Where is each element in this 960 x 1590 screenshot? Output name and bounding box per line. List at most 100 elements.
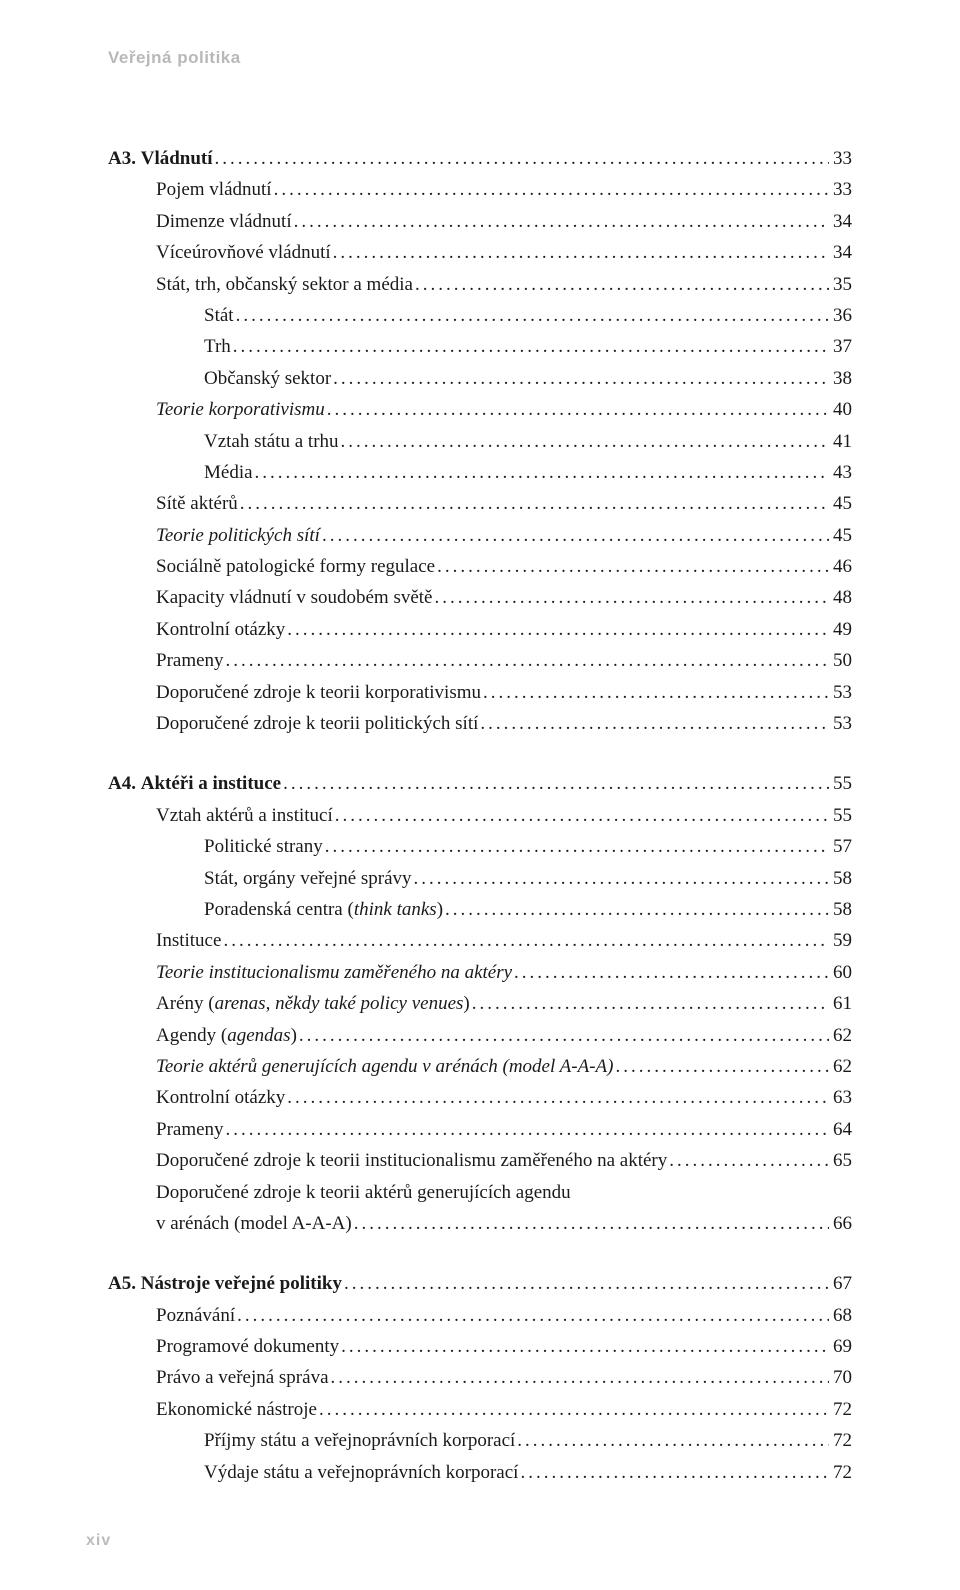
toc-page: 40 xyxy=(829,395,852,425)
toc-entry-label: Stát, orgány veřejné správy xyxy=(204,864,412,894)
toc-page: 37 xyxy=(829,332,852,362)
toc-entry-label: Poznávání xyxy=(156,1301,235,1331)
toc-entry-label: Kapacity vládnutí v soudobém světě xyxy=(156,583,433,613)
toc-entry: Poradenská centra (think tanks)58 xyxy=(108,895,852,925)
toc-entry: Programové dokumenty69 xyxy=(108,1332,852,1362)
toc-entry: Víceúrovňové vládnutí 34 xyxy=(108,238,852,268)
toc-entry-label: Kontrolní otázky xyxy=(156,1083,285,1113)
leader-dots xyxy=(224,646,829,676)
toc-page: 53 xyxy=(829,678,852,708)
toc-page: 69 xyxy=(829,1332,852,1362)
toc-page: 72 xyxy=(829,1395,852,1425)
toc-entry: Teorie aktérů generujících agendu v arén… xyxy=(108,1052,852,1082)
toc-entry: Agendy (agendas)62 xyxy=(108,1021,852,1051)
toc-entry: Doporučené zdroje k teorii korporativism… xyxy=(108,678,852,708)
toc-title: Nástroje veřejné politiky xyxy=(141,1273,342,1294)
leader-dots xyxy=(325,395,829,425)
toc-page: 62 xyxy=(829,1021,852,1051)
toc-entry: Stát36 xyxy=(108,301,852,331)
toc-page: 46 xyxy=(829,552,852,582)
leader-dots xyxy=(333,801,829,831)
leader-dots xyxy=(323,832,829,862)
leader-dots xyxy=(352,1209,829,1239)
toc-page: 61 xyxy=(829,989,852,1019)
toc-entry-label: Sociálně patologické formy regulace xyxy=(156,552,435,582)
leader-dots xyxy=(272,175,829,205)
toc-page: 55 xyxy=(829,769,852,799)
toc-page: 48 xyxy=(829,583,852,613)
toc-page: 58 xyxy=(829,864,852,894)
leader-dots xyxy=(253,458,829,488)
toc-entry-label: Prameny xyxy=(156,646,224,676)
toc-entry-label: Arény (arenas, někdy také policy venues) xyxy=(156,989,470,1019)
toc-entry: Doporučené zdroje k teorii institucional… xyxy=(108,1146,852,1176)
toc-page: 33 xyxy=(829,144,852,174)
toc-entry: Ekonomické nástroje 72 xyxy=(108,1395,852,1425)
leader-dots xyxy=(234,301,829,331)
toc-entry-label: Dimenze vládnutí xyxy=(156,207,292,237)
toc-section-a3: A3. Vládnutí 33 Pojem vládnutí33Dimenze … xyxy=(108,144,852,739)
toc-heading-a5: A5. Nástroje veřejné politiky 67 xyxy=(108,1269,852,1299)
toc-entry: Dimenze vládnutí34 xyxy=(108,207,852,237)
toc-page: 60 xyxy=(829,958,852,988)
toc-entry-line2: v arénách (model A-A-A) 66 xyxy=(156,1209,852,1239)
toc-entry-label: Teorie politických sítí xyxy=(156,521,320,551)
toc-page: 33 xyxy=(829,175,852,205)
toc-entry: Kontrolní otázky49 xyxy=(108,615,852,645)
toc-entry-label: Kontrolní otázky xyxy=(156,615,285,645)
toc-page: 67 xyxy=(829,1269,852,1299)
leader-dots xyxy=(413,270,829,300)
toc-entry-label: Teorie aktérů generujících agendu v arén… xyxy=(156,1052,613,1082)
toc-entry-label: Právo a veřejná správa xyxy=(156,1363,329,1393)
leader-dots xyxy=(231,332,829,362)
leader-dots xyxy=(221,926,829,956)
toc-entry: Trh37 xyxy=(108,332,852,362)
leader-dots xyxy=(235,1301,829,1331)
toc-entry: Poznávání 68 xyxy=(108,1301,852,1331)
toc-page: 70 xyxy=(829,1363,852,1393)
leader-dots xyxy=(331,364,829,394)
toc-page: 43 xyxy=(829,458,852,488)
toc-heading-a3: A3. Vládnutí 33 xyxy=(108,144,852,174)
toc-entry-label: Vztah aktérů a institucí xyxy=(156,801,333,831)
leader-dots xyxy=(224,1115,829,1145)
toc-page: 58 xyxy=(829,895,852,925)
toc-entry: Kontrolní otázky 63 xyxy=(108,1083,852,1113)
toc-page: 34 xyxy=(829,238,852,268)
toc-entry: Teorie politických sítí 45 xyxy=(108,521,852,551)
toc-entry-label: Víceúrovňové vládnutí xyxy=(156,238,331,268)
toc-entry: Arény (arenas, někdy také policy venues)… xyxy=(108,989,852,1019)
toc-entry: Prameny64 xyxy=(108,1115,852,1145)
leader-dots xyxy=(481,678,829,708)
toc-title: Vládnutí xyxy=(141,148,213,169)
toc-entry-label: Teorie korporativismu xyxy=(156,395,325,425)
toc-page: 68 xyxy=(829,1301,852,1331)
page-number: xiv xyxy=(86,1532,111,1550)
toc-section-a4: A4. Aktéři a instituce 55 Vztah aktérů a… xyxy=(108,769,852,1239)
toc-section-a5: A5. Nástroje veřejné politiky 67 Poznává… xyxy=(108,1269,852,1488)
toc-entry: Příjmy státu a veřejnoprávních korporací… xyxy=(108,1426,852,1456)
toc-entry-label: Sítě aktérů xyxy=(156,489,238,519)
leader-dots xyxy=(213,144,829,174)
toc-entry: Sociálně patologické formy regulace 46 xyxy=(108,552,852,582)
leader-dots xyxy=(339,427,829,457)
toc-page: 63 xyxy=(829,1083,852,1113)
running-header: Veřejná politika xyxy=(108,48,852,68)
toc-entry: Kapacity vládnutí v soudobém světě 48 xyxy=(108,583,852,613)
leader-dots xyxy=(285,1083,829,1113)
toc-entry: Stát, orgány veřejné správy 58 xyxy=(108,864,852,894)
toc-page: 72 xyxy=(829,1458,852,1488)
leader-dots xyxy=(320,521,829,551)
leader-dots xyxy=(317,1395,829,1425)
toc-entry: Výdaje státu a veřejnoprávních korporací… xyxy=(108,1458,852,1488)
toc-entry: Vztah aktérů a institucí55 xyxy=(108,801,852,831)
toc-entry-multiline: Doporučené zdroje k teorii aktérů generu… xyxy=(108,1178,852,1240)
leader-dots xyxy=(435,552,829,582)
toc-page: 45 xyxy=(829,521,852,551)
toc-entry-label: Ekonomické nástroje xyxy=(156,1395,317,1425)
toc-entry: Prameny50 xyxy=(108,646,852,676)
toc-entry-label-line2: v arénách (model A-A-A) xyxy=(156,1209,352,1239)
toc-page: 35 xyxy=(829,270,852,300)
table-of-contents: A3. Vládnutí 33 Pojem vládnutí33Dimenze … xyxy=(108,144,852,1488)
toc-page: 62 xyxy=(829,1052,852,1082)
